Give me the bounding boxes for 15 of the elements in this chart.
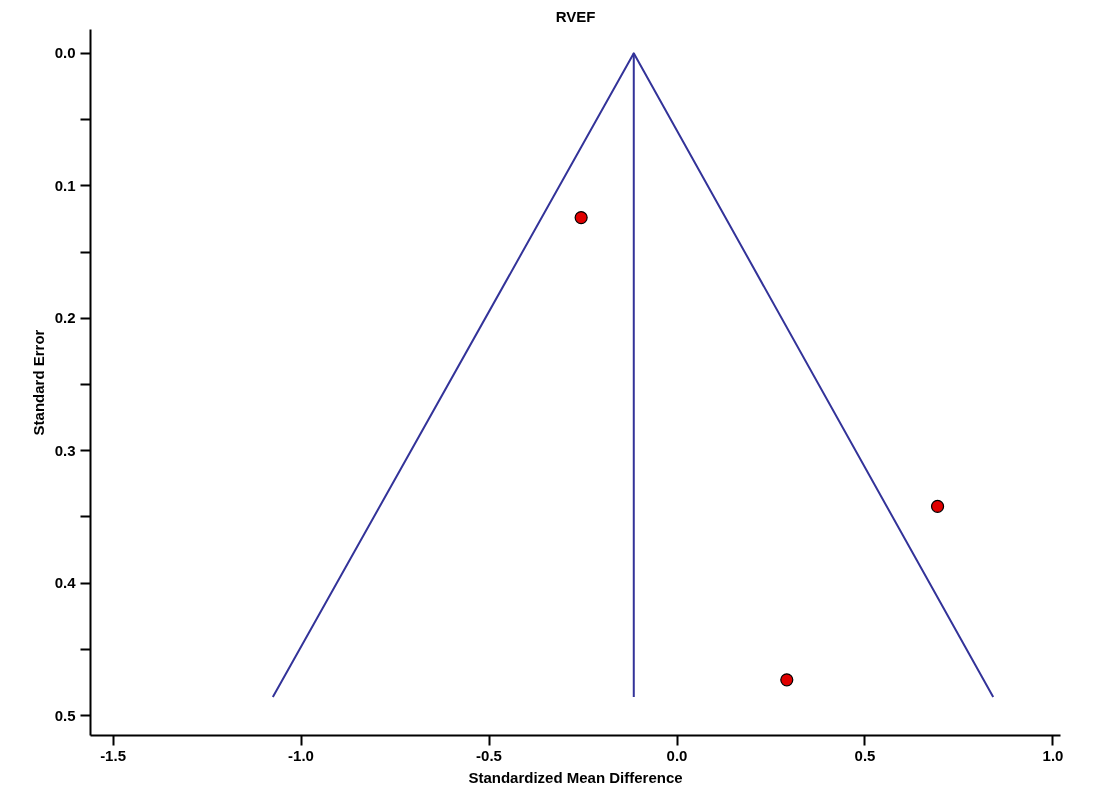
x-tick-label: -0.5 [476, 746, 502, 764]
x-tick-label: 0.0 [666, 746, 688, 764]
y-tick-label: 0.2 [54, 309, 76, 327]
y-tick-label: 0.3 [54, 441, 76, 459]
x-axis-title: Standardized Mean Difference [468, 768, 683, 786]
y-axis-title: Standard Error [29, 329, 47, 436]
x-tick-label: -1.5 [100, 746, 126, 764]
x-tick-label: 1.0 [1042, 746, 1064, 764]
y-tick-label: 0.0 [54, 44, 76, 62]
y-tick-label: 0.1 [54, 176, 76, 194]
y-tick-label: 0.5 [54, 706, 76, 724]
y-tick-label: 0.4 [54, 574, 77, 592]
chart-title: RVEF [555, 7, 596, 25]
x-tick-label: 0.5 [854, 746, 876, 764]
x-tick-label: -1.0 [288, 746, 314, 764]
